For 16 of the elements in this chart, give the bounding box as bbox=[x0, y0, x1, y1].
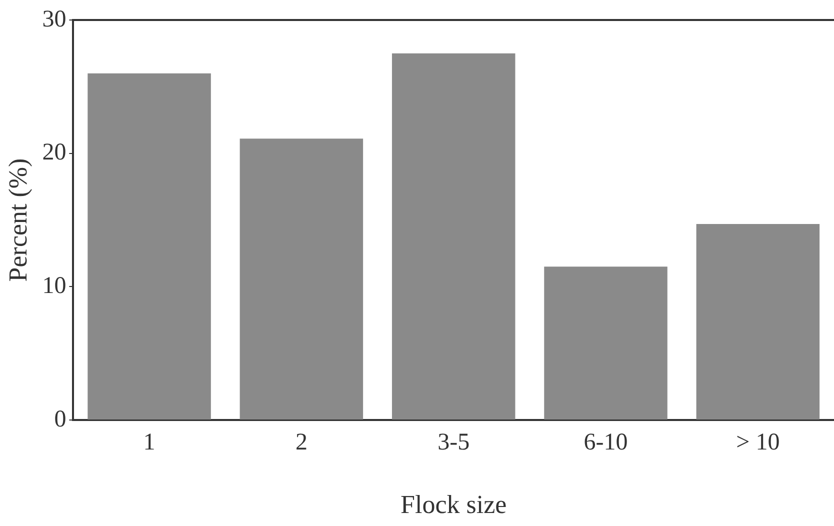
y-axis-title: Percent (%) bbox=[3, 158, 32, 282]
y-tick-label: 20 bbox=[42, 140, 66, 166]
bar bbox=[88, 73, 211, 420]
y-tick-label: 10 bbox=[42, 272, 66, 299]
x-tick-label: 1 bbox=[143, 430, 156, 456]
y-tick-label: 30 bbox=[42, 6, 66, 32]
x-axis-title: Flock size bbox=[400, 490, 507, 520]
bar bbox=[544, 266, 668, 420]
x-tick-label: 2 bbox=[295, 430, 308, 456]
bar bbox=[240, 138, 364, 420]
x-tick-label: 6-10 bbox=[584, 430, 628, 456]
y-tick-label: 0 bbox=[54, 406, 66, 432]
bar bbox=[696, 224, 820, 420]
x-tick-label: 3-5 bbox=[438, 430, 470, 456]
x-tick-label: > 10 bbox=[736, 430, 780, 456]
bar bbox=[392, 53, 516, 420]
